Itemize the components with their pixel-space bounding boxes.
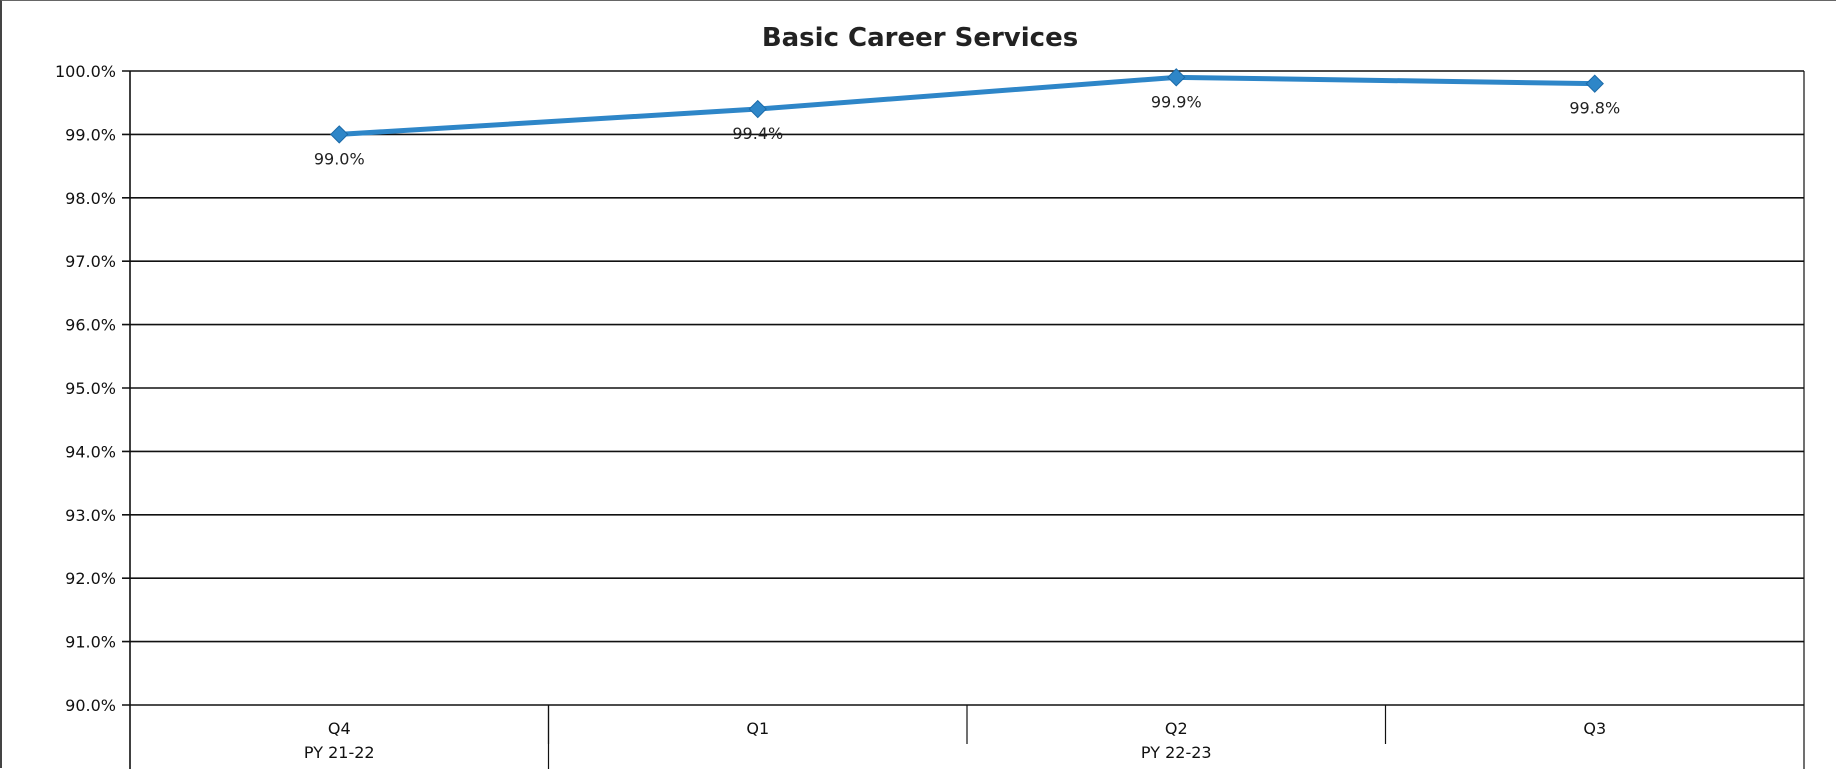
- series-markers: [330, 68, 1604, 144]
- y-tick-label: 93.0%: [65, 506, 116, 525]
- data-label: 99.0%: [314, 149, 365, 168]
- data-label: 99.4%: [732, 124, 783, 143]
- data-label: 99.9%: [1151, 92, 1202, 111]
- chart-title: Basic Career Services: [762, 23, 1078, 53]
- x-group-label: PY 21-22: [304, 743, 375, 762]
- x-category-label: Q1: [746, 719, 769, 738]
- y-tick-label: 96.0%: [65, 316, 116, 335]
- data-point-marker: [1167, 68, 1186, 87]
- y-tick-label: 94.0%: [65, 442, 116, 461]
- y-tick-label: 97.0%: [65, 252, 116, 271]
- y-tick-label: 91.0%: [65, 633, 116, 652]
- y-axis-tick-labels: 90.0% 91.0% 92.0% 93.0% 94.0% 95.0% 96.0% 97.0%…: [55, 62, 116, 715]
- x-category-label: Q2: [1165, 719, 1188, 738]
- data-point-marker: [330, 125, 349, 144]
- grid-lines: [122, 70, 1804, 706]
- data-label: 99.8%: [1569, 99, 1620, 118]
- y-tick-label: 98.0%: [65, 189, 116, 208]
- y-tick-label: 100.0%: [55, 62, 116, 81]
- data-labels: 99.0% 99.4% 99.9% 99.8%: [314, 92, 1620, 168]
- axes: [129, 71, 1805, 769]
- series-line: [336, 74, 1598, 137]
- data-point-marker: [748, 99, 767, 119]
- y-tick-label: 95.0%: [65, 379, 116, 398]
- data-point-marker: [1585, 74, 1604, 93]
- x-group-label: PY 22-23: [1141, 743, 1212, 762]
- y-tick-label: 90.0%: [65, 696, 116, 715]
- y-tick-label: 92.0%: [65, 569, 116, 588]
- x-category-label: Q3: [1583, 719, 1606, 738]
- y-tick-label: 99.0%: [65, 125, 116, 144]
- x-category-label: Q4: [328, 719, 351, 738]
- series-line-path: [336, 74, 1598, 137]
- x-axis-category-labels: Q4 Q1 Q2 Q3: [328, 719, 1606, 738]
- x-axis-group-labels: PY 21-22 PY 22-23: [304, 743, 1212, 762]
